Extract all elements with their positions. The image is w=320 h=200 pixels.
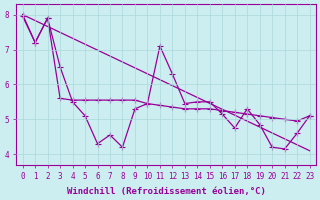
X-axis label: Windchill (Refroidissement éolien,°C): Windchill (Refroidissement éolien,°C) [67,187,266,196]
